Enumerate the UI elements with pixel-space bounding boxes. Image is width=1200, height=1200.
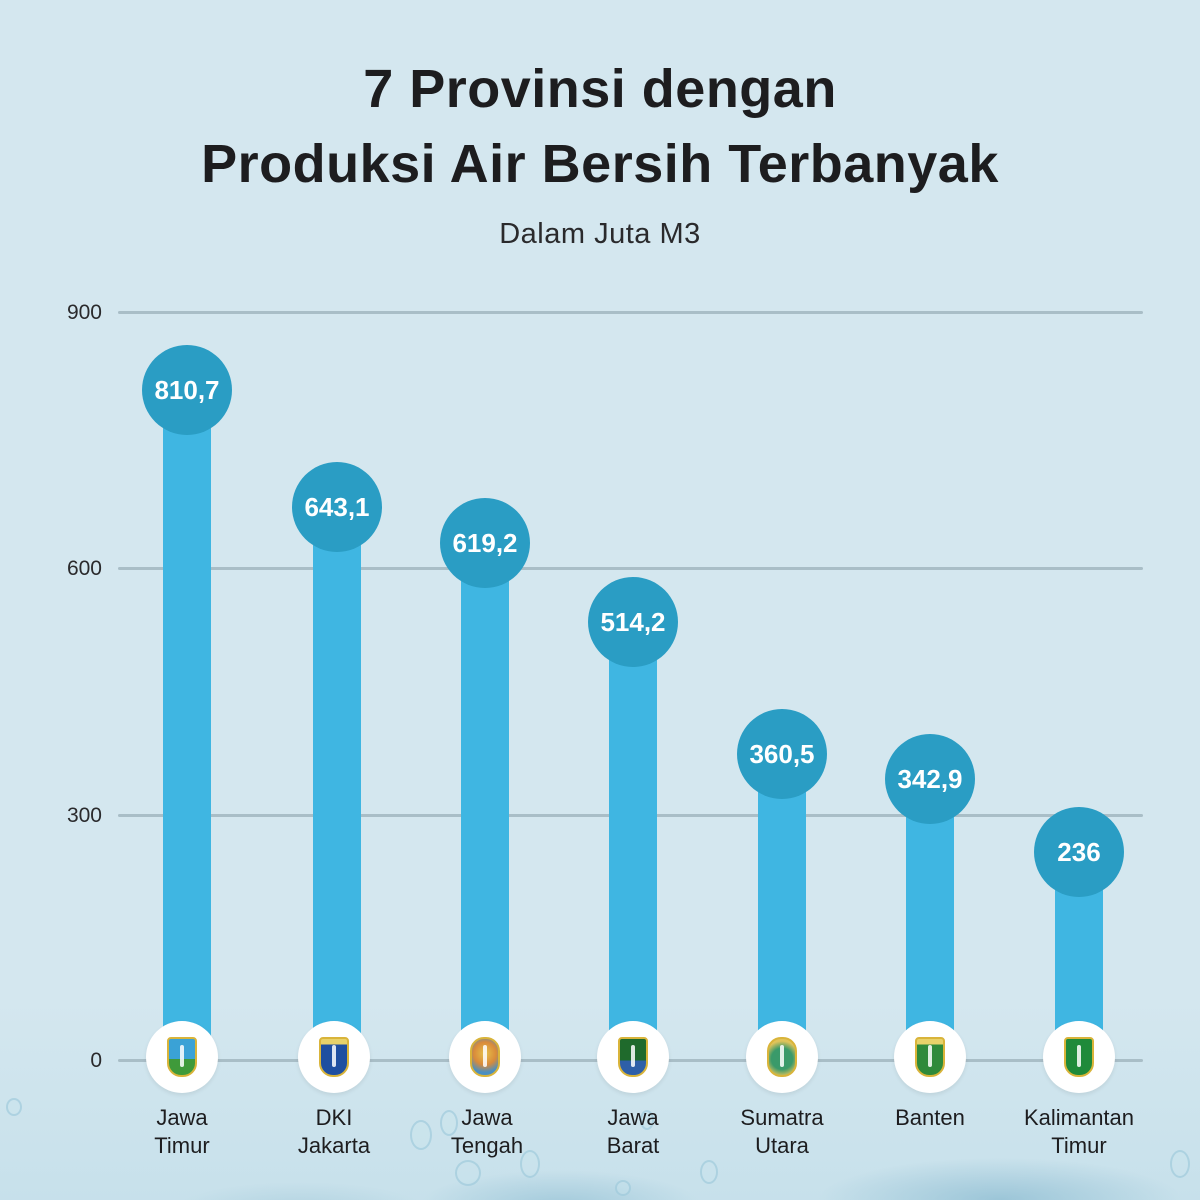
label-line-1: Jawa	[607, 1105, 659, 1130]
chart-subtitle: Dalam Juta M3	[499, 218, 701, 250]
bar-banten	[906, 779, 954, 1060]
emblem-holder-kalimantan-timur	[1043, 1021, 1115, 1093]
category-label-jawa-barat: Jawa Barat	[553, 1104, 713, 1160]
label-line-2: Jakarta	[297, 1133, 371, 1158]
emblem-holder-dki-jakarta	[298, 1021, 370, 1093]
value-label-dki-jakarta: 643,1	[292, 462, 382, 552]
category-label-jawa-tengah: Jawa Tengah	[407, 1104, 567, 1160]
title-line-1: 7 Provinsi dengan	[363, 59, 837, 119]
value-label-jawa-timur: 810,7	[142, 345, 232, 435]
emblem-holder-jawa-timur	[146, 1021, 218, 1093]
sumatra-utara-emblem-icon	[767, 1037, 797, 1077]
bubble-decoration	[6, 1098, 22, 1116]
label-line-2: Utara	[755, 1133, 809, 1158]
bar-sumatra-utara	[758, 754, 806, 1060]
bubble-decoration	[615, 1180, 631, 1196]
value-label-jawa-barat: 514,2	[588, 577, 678, 667]
y-tick-600: 600	[66, 557, 102, 580]
jawa-barat-emblem-icon	[618, 1037, 648, 1077]
bar-jawa-timur	[163, 390, 211, 1060]
label-line-2: Tengah	[450, 1133, 524, 1158]
bubble-decoration	[700, 1160, 718, 1184]
chart-title: 7 Provinsi dengan Produksi Air Bersih Te…	[0, 52, 1200, 202]
bar-jawa-barat	[609, 622, 657, 1060]
y-tick-900: 900	[66, 301, 102, 324]
value-label-banten: 342,9	[885, 734, 975, 824]
gridline-600	[118, 567, 1143, 570]
dki-jakarta-emblem-icon	[319, 1037, 349, 1077]
label-line-2: Timur	[154, 1133, 210, 1158]
jawa-timur-emblem-icon	[167, 1037, 197, 1077]
bubble-decoration	[455, 1160, 481, 1186]
gridline-900	[118, 311, 1143, 314]
label-line-1: DKI	[315, 1105, 353, 1130]
label-line-1: Banten	[895, 1105, 965, 1130]
emblem-holder-banten	[894, 1021, 966, 1093]
emblem-holder-jawa-barat	[597, 1021, 669, 1093]
emblem-holder-jawa-tengah	[449, 1021, 521, 1093]
bubble-decoration	[1170, 1150, 1190, 1178]
jawa-tengah-emblem-icon	[470, 1037, 500, 1077]
emblem-holder-sumatra-utara	[746, 1021, 818, 1093]
label-line-2: Timur	[1051, 1133, 1107, 1158]
label-line-1: Kalimantan	[1023, 1105, 1135, 1130]
title-line-2: Produksi Air Bersih Terbanyak	[201, 134, 999, 194]
value-label-jawa-tengah: 619,2	[440, 498, 530, 588]
label-line-1: Jawa	[461, 1105, 513, 1130]
value-label-kalimantan-timur: 236	[1034, 807, 1124, 897]
label-line-2: Barat	[606, 1133, 660, 1158]
category-label-kalimantan-timur: Kalimantan Timur	[999, 1104, 1159, 1160]
y-tick-0: 0	[90, 1049, 102, 1072]
label-line-1: Sumatra	[740, 1105, 824, 1130]
bar-jawa-tengah	[461, 543, 509, 1060]
label-line-1: Jawa	[156, 1105, 208, 1130]
category-label-banten: Banten	[850, 1104, 1010, 1132]
bar-dki-jakarta	[313, 507, 361, 1060]
value-label-sumatra-utara: 360,5	[737, 709, 827, 799]
category-label-jawa-timur: Jawa Timur	[102, 1104, 262, 1160]
category-label-dki-jakarta: DKI Jakarta	[254, 1104, 414, 1160]
banten-emblem-icon	[915, 1037, 945, 1077]
kalimantan-timur-emblem-icon	[1064, 1037, 1094, 1077]
y-tick-300: 300	[66, 804, 102, 827]
category-label-sumatra-utara: Sumatra Utara	[702, 1104, 862, 1160]
